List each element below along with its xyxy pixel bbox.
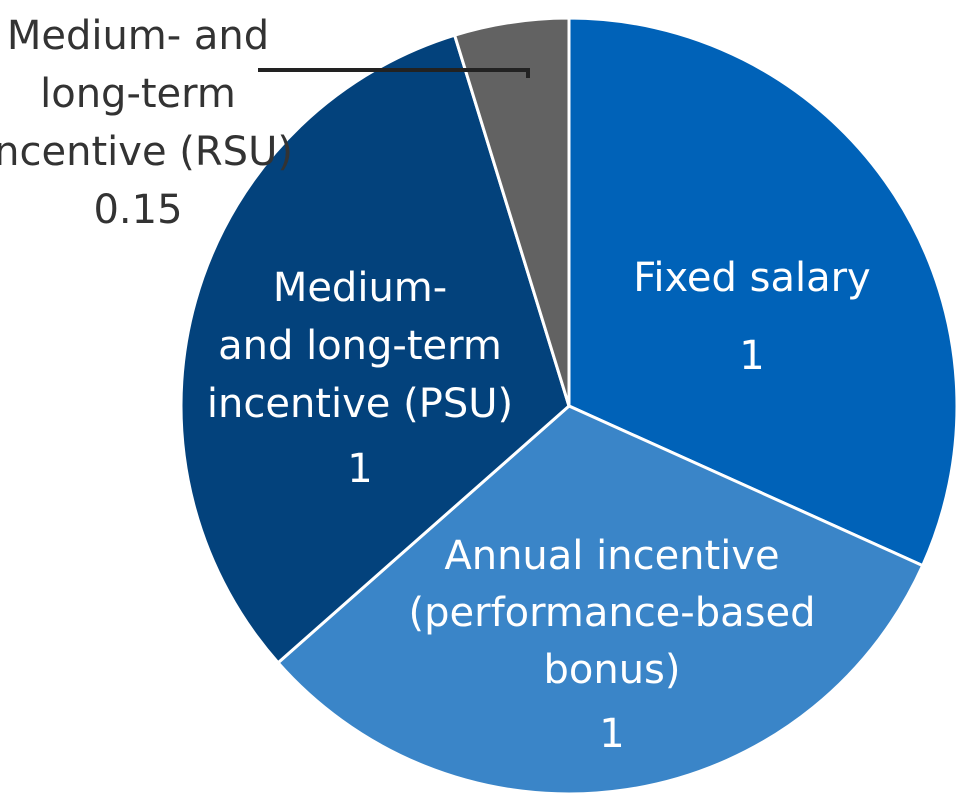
pie-labels: Fixed salary 1 Annual incentive (performanc… <box>0 13 871 757</box>
slice-label-line: long-term <box>40 71 236 117</box>
slice-label-line: incentive (RSU) <box>0 129 293 175</box>
leader-lines <box>258 68 530 78</box>
slice-label-line: Medium- and <box>7 13 269 59</box>
slice-label-1: Annual incentive (performance-based bonus)… <box>409 533 816 757</box>
slice-label-line: and long-term <box>218 323 502 369</box>
slice-label-line: Annual incentive <box>444 533 779 579</box>
rsu-leader-line <box>258 68 530 78</box>
slice-label-3: Medium- and long-term incentive (RSU) 0.15 <box>0 13 293 233</box>
pie-slice-1 <box>276 404 925 796</box>
pie-slice-3 <box>453 16 571 408</box>
slice-value: 1 <box>599 711 624 757</box>
slice-label-0: Fixed salary 1 <box>633 255 870 379</box>
slice-value: 1 <box>739 333 764 379</box>
pie-slice-0 <box>567 16 959 568</box>
pie-slice-2 <box>179 33 571 665</box>
slice-value: 0.15 <box>93 187 182 233</box>
slice-value: 1 <box>347 446 372 492</box>
slice-label-line: Medium- <box>273 265 447 311</box>
pie-slices <box>179 16 959 796</box>
slice-label-line: bonus) <box>543 647 680 693</box>
slice-label-line: Fixed salary <box>633 255 870 301</box>
slice-label-line: incentive (PSU) <box>207 381 513 427</box>
slice-label-line: (performance-based <box>409 590 816 636</box>
slice-label-2: Medium-and long-term incentive (PSU) 1 <box>207 265 513 492</box>
